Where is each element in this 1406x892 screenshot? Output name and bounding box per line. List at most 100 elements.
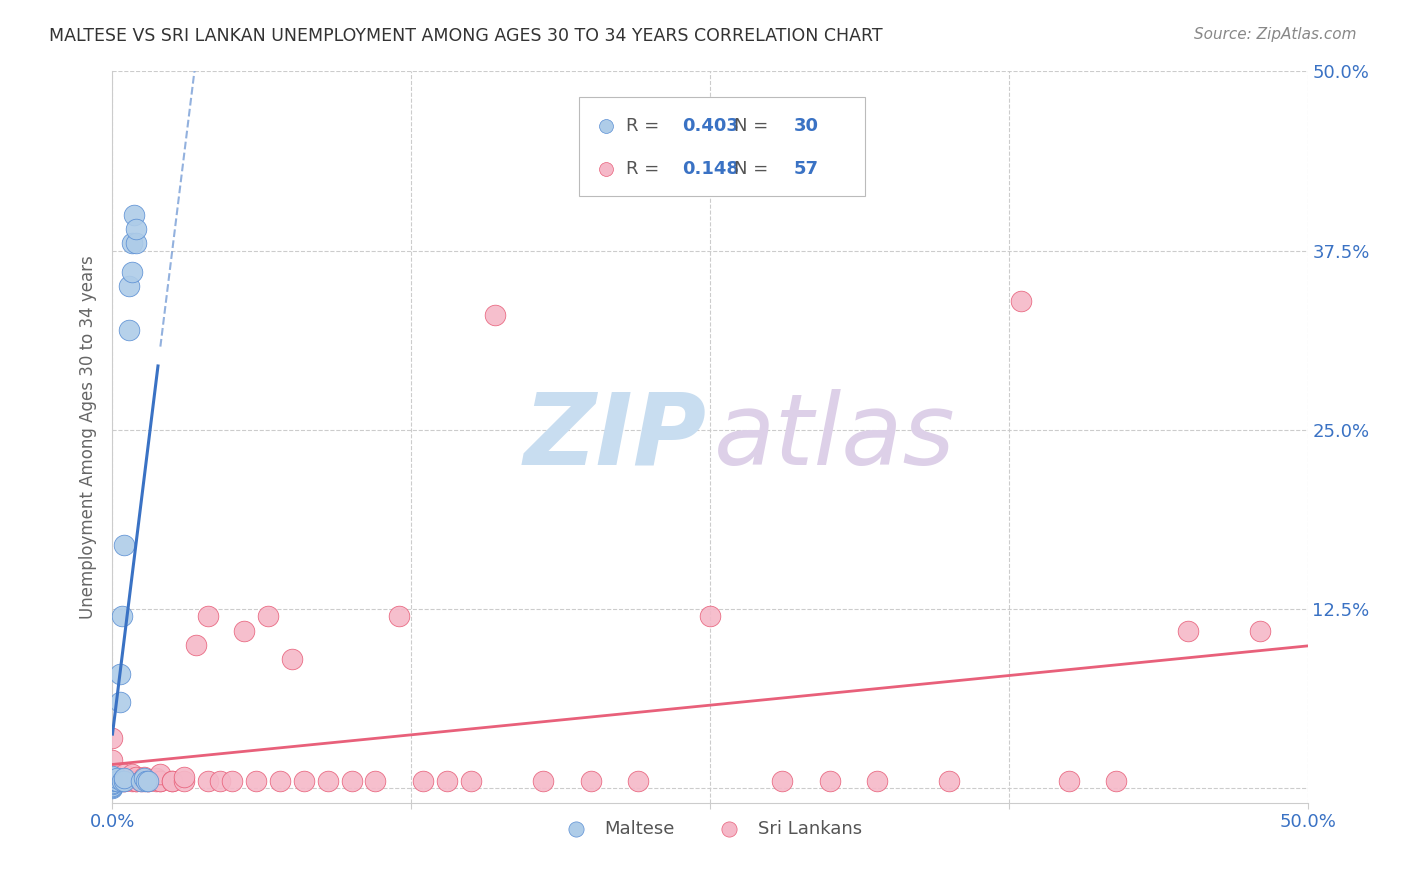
Point xyxy=(436,774,458,789)
FancyBboxPatch shape xyxy=(579,97,866,195)
Point xyxy=(149,774,172,789)
Point xyxy=(101,779,124,793)
Point xyxy=(149,774,172,789)
Text: N =: N = xyxy=(734,117,773,136)
Y-axis label: Unemployment Among Ages 30 to 34 years: Unemployment Among Ages 30 to 34 years xyxy=(79,255,97,619)
Point xyxy=(281,652,304,666)
Point xyxy=(114,774,135,789)
Point xyxy=(149,767,172,781)
Point xyxy=(101,768,124,782)
Point xyxy=(105,772,128,786)
Point xyxy=(111,609,134,624)
Text: 30: 30 xyxy=(794,117,818,136)
Point xyxy=(101,753,124,767)
Point xyxy=(627,774,650,789)
Point xyxy=(101,772,124,787)
Point xyxy=(162,774,183,789)
Point xyxy=(129,774,152,789)
Point xyxy=(125,770,148,784)
Point xyxy=(579,774,602,789)
Point xyxy=(484,308,506,322)
Point xyxy=(118,322,141,336)
Point xyxy=(129,774,152,789)
Point xyxy=(233,624,256,638)
Point xyxy=(292,774,315,789)
Point xyxy=(101,780,124,794)
Point xyxy=(1249,624,1271,638)
Point xyxy=(866,774,889,789)
Point xyxy=(101,774,124,789)
Point xyxy=(122,208,145,222)
Point xyxy=(186,638,208,652)
Point xyxy=(221,774,243,789)
Point xyxy=(316,774,339,789)
Point xyxy=(412,774,434,789)
Legend: Maltese, Sri Lankans: Maltese, Sri Lankans xyxy=(551,813,869,845)
Point xyxy=(138,774,160,789)
Point xyxy=(114,772,135,786)
Point xyxy=(269,774,291,789)
Point xyxy=(340,774,363,789)
Point xyxy=(770,774,793,789)
Text: Source: ZipAtlas.com: Source: ZipAtlas.com xyxy=(1194,27,1357,42)
Point xyxy=(101,775,124,789)
Point xyxy=(699,609,721,624)
Point xyxy=(388,609,411,624)
Text: N =: N = xyxy=(734,161,773,178)
Point xyxy=(121,236,143,251)
Point xyxy=(245,774,267,789)
Point xyxy=(114,538,135,552)
Point xyxy=(132,772,155,786)
Text: 57: 57 xyxy=(794,161,818,178)
Point xyxy=(1010,293,1032,308)
Point xyxy=(121,265,143,279)
Text: MALTESE VS SRI LANKAN UNEMPLOYMENT AMONG AGES 30 TO 34 YEARS CORRELATION CHART: MALTESE VS SRI LANKAN UNEMPLOYMENT AMONG… xyxy=(49,27,883,45)
Point xyxy=(145,774,167,789)
Point xyxy=(101,777,124,791)
Text: 0.403: 0.403 xyxy=(682,117,740,136)
Point xyxy=(108,666,131,681)
Point xyxy=(938,774,960,789)
Point xyxy=(105,774,128,789)
Point xyxy=(1057,774,1080,789)
Point xyxy=(209,774,232,789)
Point xyxy=(121,774,143,789)
Point xyxy=(114,767,135,781)
Point xyxy=(101,772,124,786)
Point xyxy=(138,774,160,789)
Point xyxy=(111,774,134,789)
Point xyxy=(101,781,124,796)
Point xyxy=(135,774,157,789)
Text: R =: R = xyxy=(627,117,665,136)
Point xyxy=(818,774,841,789)
Text: 0.148: 0.148 xyxy=(682,161,740,178)
Point xyxy=(1105,774,1128,789)
Point xyxy=(101,770,124,784)
Point xyxy=(138,774,160,789)
Point xyxy=(257,609,280,624)
Point xyxy=(1177,624,1199,638)
Text: atlas: atlas xyxy=(714,389,955,485)
Point xyxy=(101,767,124,781)
Point xyxy=(460,774,482,789)
Point xyxy=(132,774,155,789)
Point xyxy=(173,770,195,784)
Point xyxy=(531,774,554,789)
Point xyxy=(197,774,219,789)
Point xyxy=(121,767,143,781)
Point xyxy=(197,609,219,624)
Point xyxy=(108,695,131,709)
Point xyxy=(162,774,183,789)
Point xyxy=(132,770,155,784)
Point xyxy=(114,774,135,789)
Point xyxy=(125,774,148,789)
Point xyxy=(114,774,135,789)
Point xyxy=(125,236,148,251)
Point xyxy=(118,279,141,293)
Point xyxy=(173,774,195,789)
Point xyxy=(364,774,387,789)
Text: ZIP: ZIP xyxy=(523,389,706,485)
Point xyxy=(145,772,167,786)
Point xyxy=(125,222,148,236)
Point xyxy=(101,731,124,746)
